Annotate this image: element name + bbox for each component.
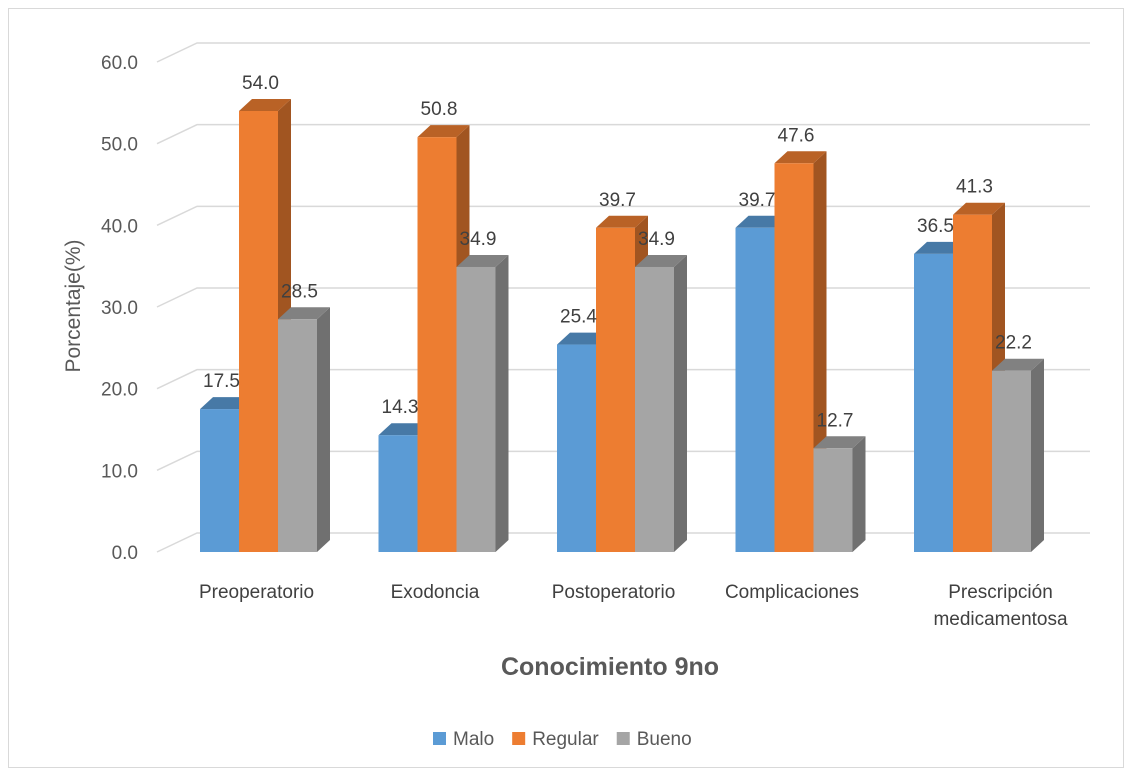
data-label: 39.7: [739, 190, 776, 211]
legend-swatch-malo: [433, 732, 446, 745]
y-axis-title: Porcentaje(%): [62, 239, 85, 372]
y-tick-label: 30.0: [101, 298, 138, 319]
x-category-label: Preoperatorio: [199, 582, 314, 603]
gridline: [156, 42, 1090, 63]
bars: [200, 99, 1044, 553]
data-label: 47.6: [778, 125, 815, 146]
legend-label-bueno: Bueno: [637, 729, 692, 750]
data-label: 50.8: [421, 99, 458, 120]
data-label: 34.9: [460, 229, 497, 250]
data-label: 28.5: [281, 281, 318, 302]
legend-swatch-bueno: [616, 732, 630, 745]
x-axis-categories: Preoperatorio Exodoncia Postoperatorio Comp…: [199, 582, 1068, 630]
bar-bueno: [278, 307, 330, 552]
data-label: 12.7: [817, 410, 854, 431]
data-labels: 17.554.028.514.350.834.925.439.734.939.7…: [203, 73, 1032, 431]
y-tick-label: 60.0: [101, 53, 138, 74]
data-label: 36.5: [917, 216, 954, 237]
data-label: 41.3: [956, 177, 993, 198]
data-label: 34.9: [638, 229, 675, 250]
data-label: 17.5: [203, 371, 240, 392]
x-category-label: Postoperatorio: [552, 582, 676, 603]
gridline: [156, 123, 1090, 145]
y-axis-ticks: 0.0 10.0 20.0 30.0 40.0 50.0 60.0: [101, 53, 138, 564]
data-label: 54.0: [242, 73, 279, 94]
data-label: 25.4: [560, 307, 597, 328]
bar-bueno: [813, 436, 866, 552]
legend-label-regular: Regular: [532, 729, 599, 750]
x-category-label: medicamentosa: [933, 609, 1068, 630]
legend-label-malo: Malo: [453, 729, 494, 750]
bar-bueno: [635, 254, 687, 552]
y-tick-label: 20.0: [101, 380, 138, 401]
data-label: 22.2: [995, 333, 1032, 354]
legend: Malo Regular Bueno: [433, 729, 692, 750]
y-tick-label: 40.0: [101, 216, 138, 237]
y-tick-label: 10.0: [101, 461, 138, 482]
bar-bueno: [992, 358, 1044, 552]
legend-swatch-regular: [512, 732, 526, 745]
bar-regular: [953, 202, 1005, 552]
x-axis-title: Conocimiento 9no: [501, 653, 719, 681]
x-category-label: Complicaciones: [725, 582, 859, 603]
x-category-label: Prescripción: [948, 582, 1053, 603]
x-category-label: Exodoncia: [391, 582, 480, 603]
y-tick-label: 0.0: [112, 543, 138, 564]
data-label: 14.3: [382, 397, 419, 418]
data-label: 39.7: [599, 190, 636, 211]
y-tick-label: 50.0: [101, 135, 138, 156]
bar-bueno: [456, 254, 509, 552]
